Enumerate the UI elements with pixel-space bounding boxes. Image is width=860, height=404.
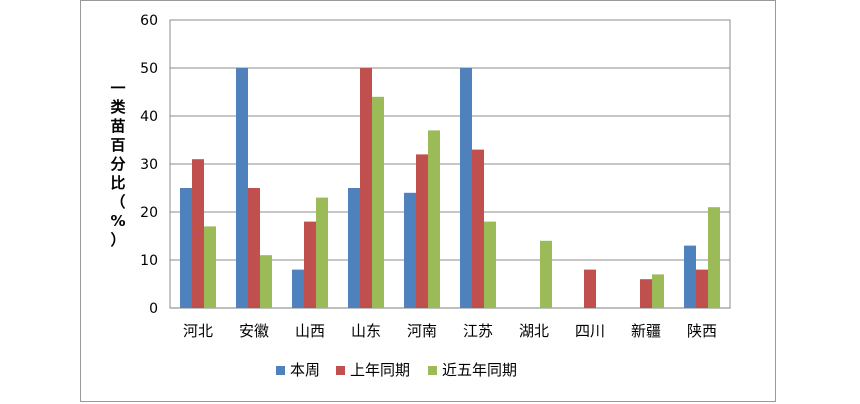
y-axis-label-char: 苗 <box>110 117 125 135</box>
bar <box>236 68 248 308</box>
y-tick-label: 20 <box>140 205 158 221</box>
x-tick-label: 山西 <box>295 322 325 340</box>
x-tick-label: 江苏 <box>463 322 493 340</box>
bar <box>708 207 720 308</box>
bar <box>404 192 416 308</box>
bar <box>460 68 472 308</box>
legend-label: 本周 <box>290 361 320 379</box>
bar <box>180 188 192 308</box>
bar <box>472 149 484 308</box>
bar <box>248 188 260 308</box>
bar <box>260 255 272 308</box>
bar <box>292 269 304 308</box>
legend-swatch <box>276 366 285 375</box>
bar <box>416 154 428 308</box>
bar <box>204 226 216 308</box>
y-axis-label-char: 类 <box>110 98 126 116</box>
x-tick-label: 河南 <box>407 322 437 340</box>
x-tick-label: 湖北 <box>519 322 549 340</box>
y-tick-label: 0 <box>149 301 158 317</box>
bar <box>304 221 316 308</box>
legend-swatch <box>336 366 345 375</box>
bar <box>428 130 440 308</box>
x-tick-label: 新疆 <box>631 322 661 340</box>
y-axis-label-char: 比 <box>110 174 125 192</box>
bar <box>484 221 496 308</box>
bar <box>696 269 708 308</box>
y-tick-label: 10 <box>140 253 158 269</box>
bar <box>640 279 652 308</box>
bar <box>584 269 596 308</box>
y-axis-label-char: 一 <box>110 79 125 97</box>
x-tick-label: 河北 <box>183 322 213 340</box>
legend-label: 上年同期 <box>350 361 410 379</box>
legend-swatch <box>428 366 437 375</box>
bar <box>192 159 204 308</box>
x-tick-label: 四川 <box>575 322 605 340</box>
bar <box>684 245 696 308</box>
y-axis-label-char: 百 <box>110 136 125 154</box>
bar <box>348 188 360 308</box>
legend-label: 近五年同期 <box>442 361 517 379</box>
y-axis-label-char: ） <box>110 231 125 249</box>
y-tick-label: 30 <box>140 157 158 173</box>
bar <box>316 197 328 308</box>
y-tick-label: 50 <box>140 61 158 77</box>
x-tick-label: 陕西 <box>687 322 717 340</box>
bar <box>540 240 552 308</box>
y-tick-label: 40 <box>140 109 158 125</box>
y-axis-label-char: % <box>110 212 125 230</box>
bar <box>360 68 372 308</box>
bar <box>372 96 384 308</box>
x-tick-label: 山东 <box>351 322 381 340</box>
y-axis-label-char: 分 <box>110 155 125 173</box>
x-tick-label: 安徽 <box>239 322 269 340</box>
bar <box>652 274 664 308</box>
y-axis-label-char: （ <box>110 193 125 211</box>
y-tick-label: 60 <box>140 13 158 29</box>
